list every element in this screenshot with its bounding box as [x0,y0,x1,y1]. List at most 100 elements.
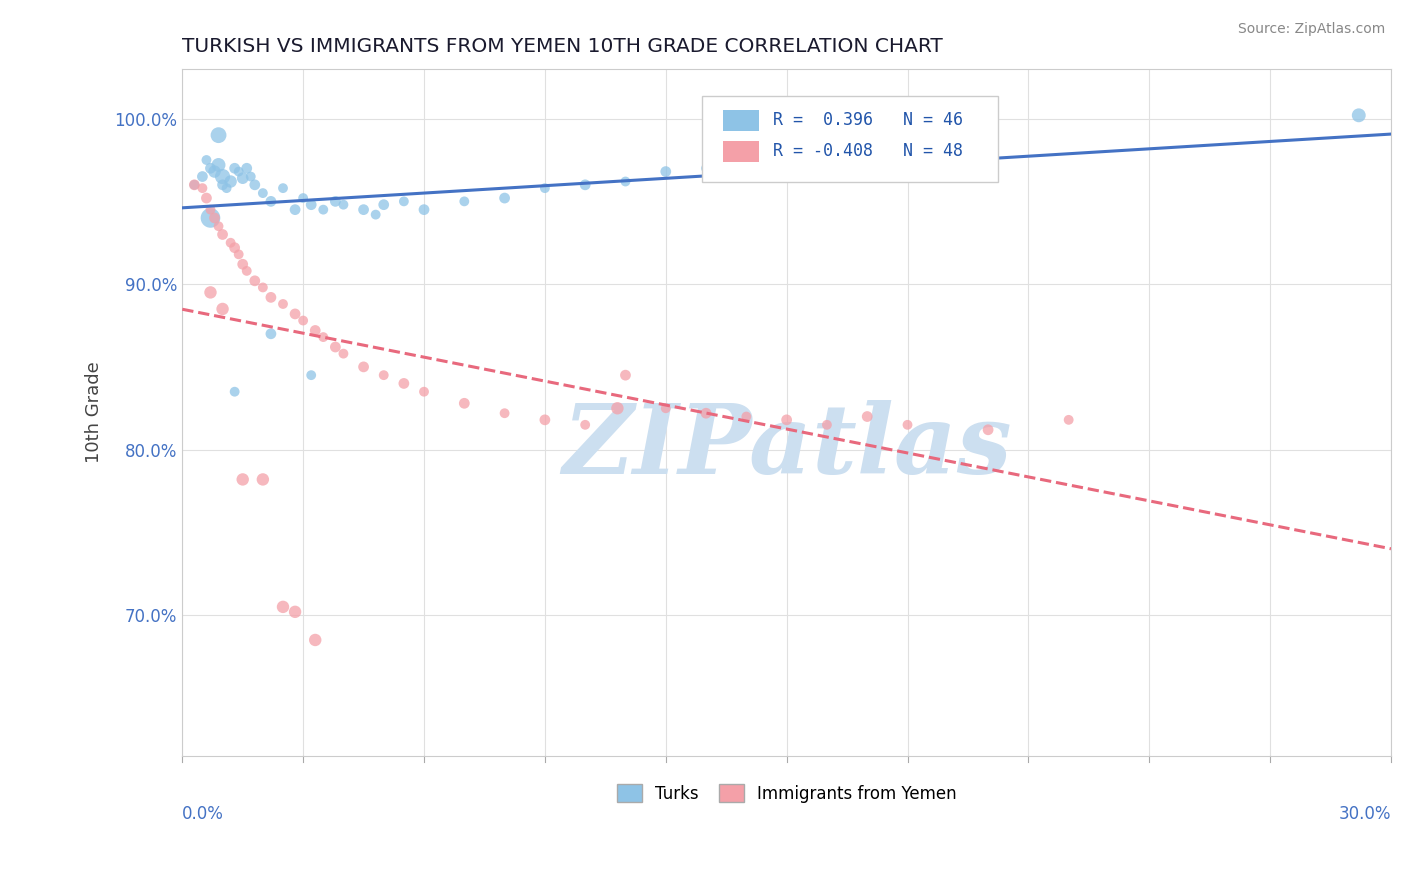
Point [235,161,257,176]
Point [200,285,222,300]
Point [534,413,557,427]
Point [260,326,283,341]
Point [312,202,335,217]
Point [204,211,226,225]
Point [260,290,283,304]
Point [534,181,557,195]
Point [1057,413,1080,427]
Point [195,153,218,167]
Point [332,346,354,360]
Point [574,417,596,432]
Point [211,301,233,316]
Bar [723,141,759,161]
Point [284,307,307,321]
Point [413,384,436,399]
Point [284,605,307,619]
Point [655,164,678,178]
Point [494,406,516,420]
Point [775,413,797,427]
Text: R = -0.408   N = 48: R = -0.408 N = 48 [773,143,963,161]
Point [977,423,1000,437]
Point [215,181,238,195]
Point [207,219,229,234]
Point [735,409,758,424]
Point [252,280,274,294]
Point [211,169,233,184]
Point [204,164,226,178]
Point [1347,108,1369,122]
Text: TURKISH VS IMMIGRANTS FROM YEMEN 10TH GRADE CORRELATION CHART: TURKISH VS IMMIGRANTS FROM YEMEN 10TH GR… [183,37,943,56]
Point [252,186,274,200]
Point [325,340,347,354]
Point [224,241,246,255]
Point [183,178,205,192]
Point [606,401,628,416]
Point [614,368,637,383]
Point [271,297,294,311]
Point [856,153,879,167]
Point [235,264,257,278]
Point [183,178,205,192]
Point [299,197,322,211]
Point [373,368,395,383]
Point [207,158,229,172]
Point [655,401,678,416]
Point [614,174,637,188]
Point [207,128,229,143]
Point [574,178,596,192]
Point [228,247,250,261]
Point [695,161,717,176]
Point [304,632,326,647]
Point [977,145,1000,159]
Text: ZIPatlas: ZIPatlas [562,400,1011,494]
Point [392,376,415,391]
Point [271,181,294,195]
Point [364,208,387,222]
Point [284,202,307,217]
Point [228,164,250,178]
Point [332,197,354,211]
Point [195,191,218,205]
Point [219,174,242,188]
FancyBboxPatch shape [702,96,998,182]
Point [325,194,347,209]
Y-axis label: 10th Grade: 10th Grade [86,361,103,463]
Point [373,197,395,211]
Point [191,181,214,195]
Bar [723,111,759,131]
Point [271,599,294,614]
Point [292,191,315,205]
Point [239,169,262,184]
Point [224,161,246,176]
Point [243,274,266,288]
Point [200,211,222,225]
Point [299,368,322,383]
Point [292,313,315,327]
Legend: Turks, Immigrants from Yemen: Turks, Immigrants from Yemen [610,778,963,809]
Point [260,194,283,209]
Point [312,330,335,344]
Point [413,202,436,217]
Point [392,194,415,209]
Point [243,178,266,192]
Point [219,235,242,250]
Text: R =  0.396   N = 46: R = 0.396 N = 46 [773,112,963,129]
Point [304,323,326,337]
Point [856,409,879,424]
Text: Source: ZipAtlas.com: Source: ZipAtlas.com [1237,22,1385,37]
Point [453,396,475,410]
Point [191,169,214,184]
Point [224,384,246,399]
Point [211,178,233,192]
Point [211,227,233,242]
Text: 30.0%: 30.0% [1339,805,1391,823]
Point [200,161,222,176]
Point [232,472,254,486]
Point [200,202,222,217]
Point [453,194,475,209]
Point [353,202,375,217]
Point [494,191,516,205]
Point [232,257,254,271]
Point [775,158,797,172]
Point [815,417,838,432]
